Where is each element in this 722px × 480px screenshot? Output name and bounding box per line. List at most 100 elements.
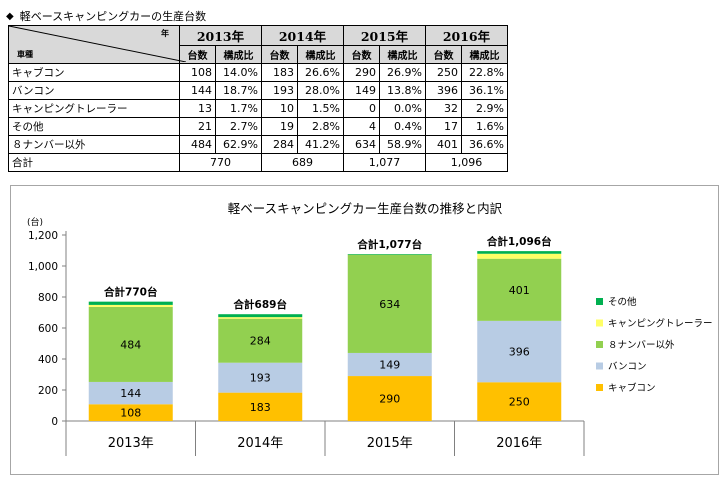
bar-total-label: 合計689台: [233, 298, 287, 311]
legend-swatch: [596, 298, 603, 305]
ratio-cell: 41.2%: [297, 135, 344, 154]
stacked-bar-chart: 軽ベースキャンピングカー生産台数の推移と内訳 (台) 0 200 400 600 800…: [27, 201, 713, 456]
ratio-cell: 1.6%: [461, 117, 508, 136]
bar-value-label: 193: [250, 372, 271, 385]
ratio-cell: 58.9%: [379, 135, 426, 154]
y-tick-label: 0: [51, 416, 58, 428]
table-row: キャンピングトレーラー 13 1.7% 10 1.5% 0 0.0% 32 2.9%: [8, 99, 508, 118]
bar-value-label: 290: [379, 393, 400, 406]
legend-label: キャブコン: [608, 382, 656, 394]
bar-value-label: 284: [250, 335, 271, 348]
year-header: 2016年: [425, 25, 508, 46]
legend-swatch: [596, 384, 603, 391]
count-cell: 193: [261, 81, 298, 100]
ratio-cell: 36.6%: [461, 135, 508, 154]
count-header: 台数: [261, 45, 298, 64]
count-cell: 0: [343, 99, 380, 118]
ratio-cell: 13.8%: [379, 81, 426, 100]
year-header: 2015年: [343, 25, 426, 46]
count-cell: 4: [343, 117, 380, 136]
bar-total-label: 合計1,077台: [356, 238, 422, 251]
chart-title: 軽ベースキャンピングカー生産台数の推移と内訳: [228, 201, 503, 216]
legend-label: その他: [608, 296, 637, 308]
count-cell: 10: [261, 99, 298, 118]
x-category-label: 2015年: [367, 436, 413, 451]
bar-segment: [218, 392, 303, 421]
y-tick-label: 400: [38, 354, 58, 366]
x-category-label: 2016年: [496, 436, 542, 451]
count-cell: 13: [179, 99, 216, 118]
bar-segment: [218, 318, 303, 363]
bar-segment: [347, 376, 432, 421]
vehicle-type-cell: その他: [8, 117, 180, 136]
ratio-cell: 14.0%: [215, 63, 262, 82]
table-row: その他 21 2.7% 19 2.8% 4 0.4% 17 1.6%: [8, 117, 508, 136]
bar-value-label: 250: [509, 396, 530, 409]
bar-segment: [477, 320, 562, 383]
bar-value-label: 144: [120, 387, 141, 400]
y-tick-label: 1,200: [28, 230, 58, 242]
count-header: 台数: [179, 45, 216, 64]
bar-total-label: 合計1,096台: [486, 235, 552, 248]
table-heading: ◆ 軽ベースキャンピングカーの生産台数: [6, 8, 206, 24]
count-cell: 17: [425, 117, 462, 136]
vehicle-type-cell: キャブコン: [8, 63, 180, 82]
count-cell: 284: [261, 135, 298, 154]
bar-value-label: 484: [120, 338, 141, 351]
count-cell: 19: [261, 117, 298, 136]
y-tick-label: 200: [38, 385, 58, 397]
legend-swatch: [596, 319, 603, 327]
table-header-row: 年 車種 2013年 2014年 2015年 2016年: [8, 25, 508, 64]
table-title: 軽ベースキャンピングカーの生産台数: [19, 10, 207, 23]
vehicle-type-cell: ８ナンバー以外: [8, 135, 180, 154]
year-header: 2014年: [261, 25, 344, 46]
count-cell: 21: [179, 117, 216, 136]
bar-segment: [218, 362, 303, 393]
legend-swatch: [596, 362, 603, 370]
ratio-cell: 0.0%: [379, 99, 426, 118]
count-header: 台数: [425, 45, 462, 64]
count-cell: 250: [425, 63, 462, 82]
vehicle-type-cell: バンコン: [8, 81, 180, 100]
corner-year-label: 年: [161, 29, 169, 38]
legend-label: バンコン: [608, 362, 646, 373]
bar-segment: [347, 254, 432, 255]
bar-segment: [477, 382, 562, 421]
y-tick-label: 1,000: [28, 261, 58, 273]
ratio-cell: 1.7%: [215, 99, 262, 118]
ratio-cell: 2.9%: [461, 99, 508, 118]
total-cell: 770: [179, 153, 262, 172]
bar-segment: [477, 258, 562, 321]
y-tick-label: 600: [38, 323, 58, 335]
total-label: 合計: [8, 153, 180, 172]
count-cell: 396: [425, 81, 462, 100]
diamond-marker: ◆: [6, 10, 14, 22]
count-cell: 149: [343, 81, 380, 100]
count-cell: 484: [179, 135, 216, 154]
legend-label: キャンピングトレーラー: [608, 318, 713, 330]
ratio-cell: 28.0%: [297, 81, 344, 100]
vehicle-type-cell: キャンピングトレーラー: [8, 99, 180, 118]
bar-total-label: 合計770台: [103, 286, 157, 299]
chart-container: 軽ベースキャンピングカー生産台数の推移と内訳 (台) 0 200 400 600 800…: [10, 185, 719, 475]
ratio-cell: 36.1%: [461, 81, 508, 100]
bar-segment: [218, 317, 303, 319]
count-cell: 634: [343, 135, 380, 154]
bar-segment: [347, 254, 432, 353]
total-cell: 689: [261, 153, 344, 172]
ratio-header: 構成比: [297, 45, 344, 64]
ratio-cell: 18.7%: [215, 81, 262, 100]
count-cell: 144: [179, 81, 216, 100]
count-cell: 108: [179, 63, 216, 82]
bar-segment: [477, 253, 562, 259]
ratio-cell: 1.5%: [297, 99, 344, 118]
bar-segment: [88, 301, 173, 305]
ratio-cell: 0.4%: [379, 117, 426, 136]
count-header: 台数: [343, 45, 380, 64]
ratio-cell: 2.8%: [297, 117, 344, 136]
ratio-cell: 62.9%: [215, 135, 262, 154]
year-header: 2013年: [179, 25, 262, 46]
ratio-cell: 2.7%: [215, 117, 262, 136]
production-table: 年 車種 2013年 2014年 2015年 2016年 台数 構成比 台数 構…: [8, 25, 508, 172]
count-cell: 401: [425, 135, 462, 154]
